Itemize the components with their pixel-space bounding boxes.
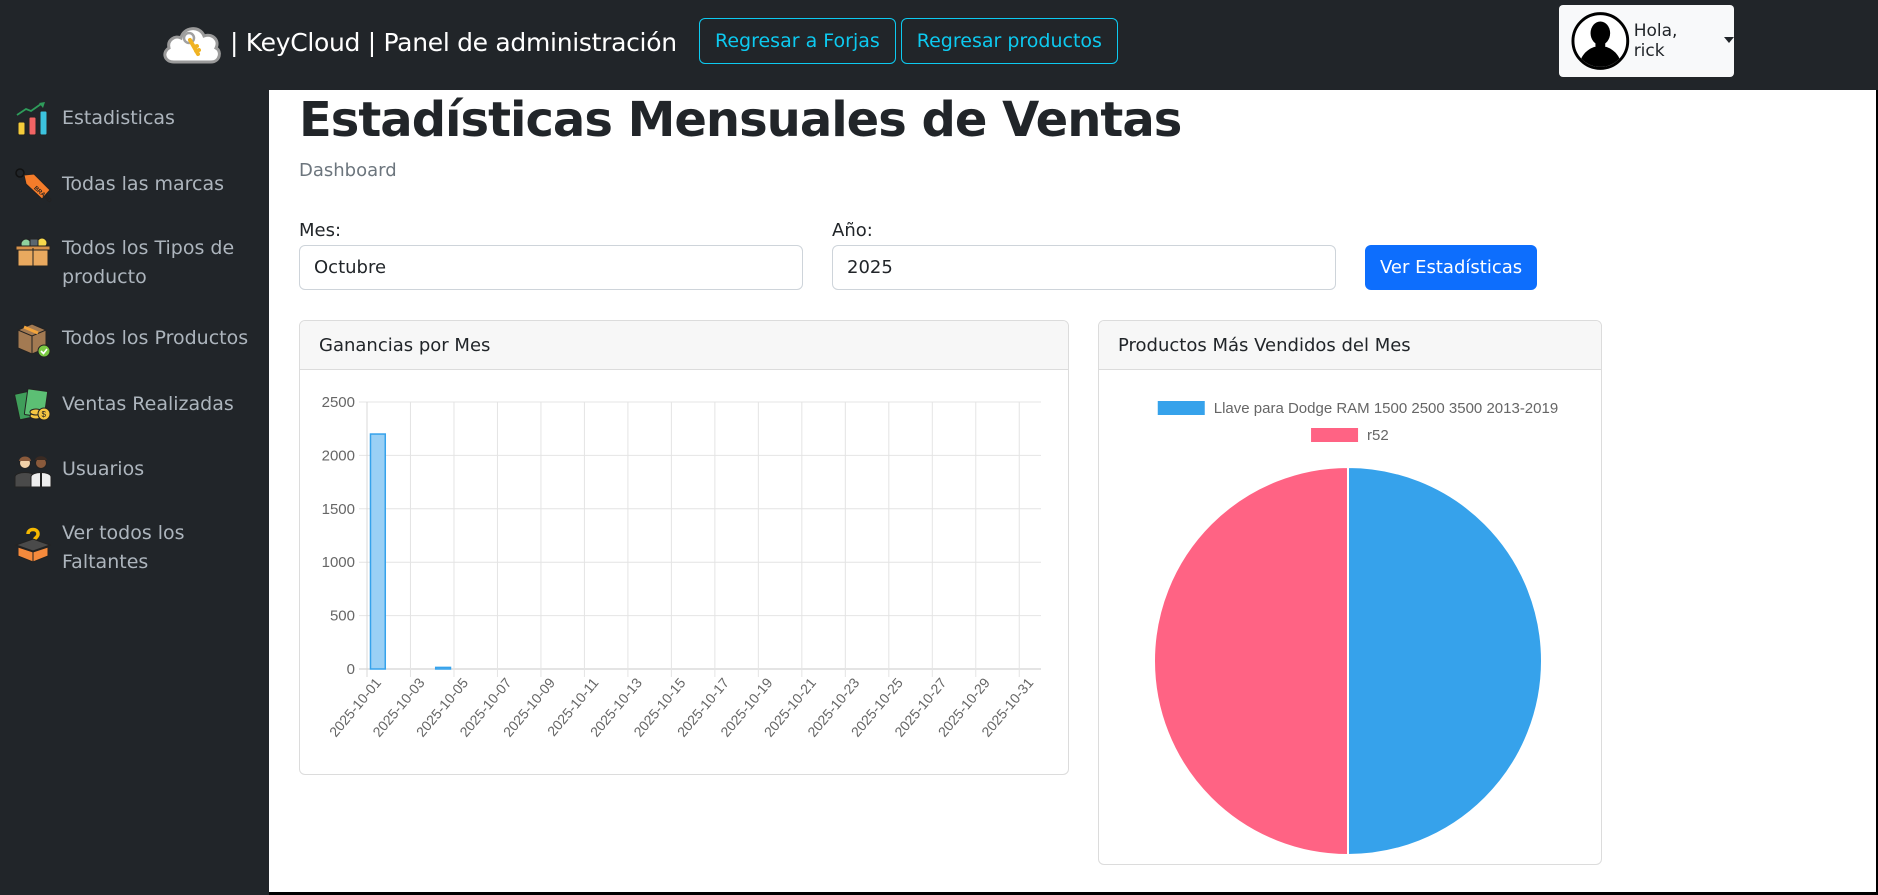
product-types-box-icon (15, 237, 51, 267)
sidebar: Estadisticas BRAND Todas las marcas Todo… (0, 90, 269, 895)
user-greeting: Hola, rick (1633, 21, 1678, 61)
nav-buttons: Regresar a Forjas Regresar productos (699, 18, 1118, 64)
svg-text:2000: 2000 (322, 447, 355, 464)
view-statistics-button[interactable]: Ver Estadísticas (1365, 245, 1538, 290)
main-content: Estadísticas Mensuales de Ventas Dashboa… (269, 90, 1877, 892)
bar[interactable] (369, 433, 387, 670)
month-input[interactable] (299, 245, 803, 290)
brand[interactable]: | KeyCloud | Panel de administración (160, 18, 677, 66)
users-icon (14, 456, 52, 488)
top-navbar: | KeyCloud | Panel de administración Reg… (0, 0, 1878, 90)
pie-slice[interactable] (1153, 465, 1349, 857)
svg-text:2500: 2500 (322, 394, 355, 411)
back-to-products-button[interactable]: Regresar productos (900, 18, 1118, 64)
svg-text:1000: 1000 (322, 554, 355, 571)
svg-text:500: 500 (330, 608, 355, 625)
sidebar-item-label: Estadisticas (62, 107, 175, 129)
legend-swatch[interactable] (1311, 428, 1359, 442)
window-edge (269, 892, 1878, 895)
sidebar-item-label: Todos los Tipos de producto (62, 237, 235, 288)
sidebar-item-label: Todas las marcas (62, 173, 225, 195)
user-avatar-icon (1571, 12, 1630, 70)
package-check-icon (17, 323, 51, 358)
sidebar-item-label: Ver todos los Faltantes (62, 522, 185, 573)
year-input[interactable] (832, 245, 1336, 290)
bar[interactable] (434, 666, 452, 670)
missing-box-question-icon (14, 527, 52, 563)
sidebar-item-label: Usuarios (62, 458, 145, 480)
svg-text:0: 0 (347, 661, 355, 678)
top-products-pie-chart: Llave para Dodge RAM 1500 2500 3500 2013… (1153, 400, 1558, 857)
legend-label[interactable]: Llave para Dodge RAM 1500 2500 3500 2013… (1214, 400, 1558, 417)
year-label: Año: (832, 220, 873, 241)
sidebar-item-estadisticas[interactable]: Estadisticas (14, 100, 259, 138)
bar-chart-growth-icon (16, 102, 48, 136)
page-title: Estadísticas Mensuales de Ventas (299, 92, 1182, 148)
money-coins-icon: $ (14, 388, 51, 421)
brand-tag-icon: BRAND (15, 168, 52, 204)
earnings-card: Ganancias por Mes 0 500 1000 1500 2000 2500 20… (299, 320, 1069, 775)
earnings-card-title: Ganancias por Mes (300, 321, 1068, 370)
top-products-card: Productos Más Vendidos del Mes Llave par… (1098, 320, 1602, 865)
user-dropdown[interactable]: Hola, rick (1559, 5, 1734, 77)
back-to-forges-button[interactable]: Regresar a Forjas (699, 18, 896, 64)
svg-text:1500: 1500 (322, 501, 355, 518)
sidebar-item-tipos-producto[interactable]: Todos los Tipos de producto (14, 230, 259, 292)
brand-title: | KeyCloud | Panel de administración (230, 27, 677, 57)
sidebar-item-ventas[interactable]: $ Ventas Realizadas (14, 386, 259, 424)
top-products-card-title: Productos Más Vendidos del Mes (1099, 321, 1601, 370)
breadcrumb: Dashboard (299, 160, 397, 181)
sidebar-item-faltantes[interactable]: Ver todos los Faltantes (14, 515, 259, 577)
legend-swatch[interactable] (1157, 401, 1205, 415)
sidebar-item-productos[interactable]: Todos los Productos (14, 320, 259, 358)
earnings-bar-chart: 050010001500200025002025-10-012025-10-03… (322, 394, 1041, 740)
sidebar-item-label: Todos los Productos (62, 327, 249, 349)
sidebar-item-marcas[interactable]: BRAND Todas las marcas (14, 166, 259, 204)
window-edge (1876, 90, 1878, 895)
caret-down-icon (1724, 37, 1734, 43)
svg-text:$: $ (42, 410, 47, 419)
month-label: Mes: (299, 220, 342, 241)
sidebar-item-usuarios[interactable]: Usuarios (14, 451, 259, 489)
sidebar-item-label: Ventas Realizadas (62, 393, 234, 415)
legend-label[interactable]: r52 (1367, 427, 1389, 444)
pie-slice[interactable] (1347, 465, 1543, 857)
cloud-key-icon (163, 27, 221, 64)
